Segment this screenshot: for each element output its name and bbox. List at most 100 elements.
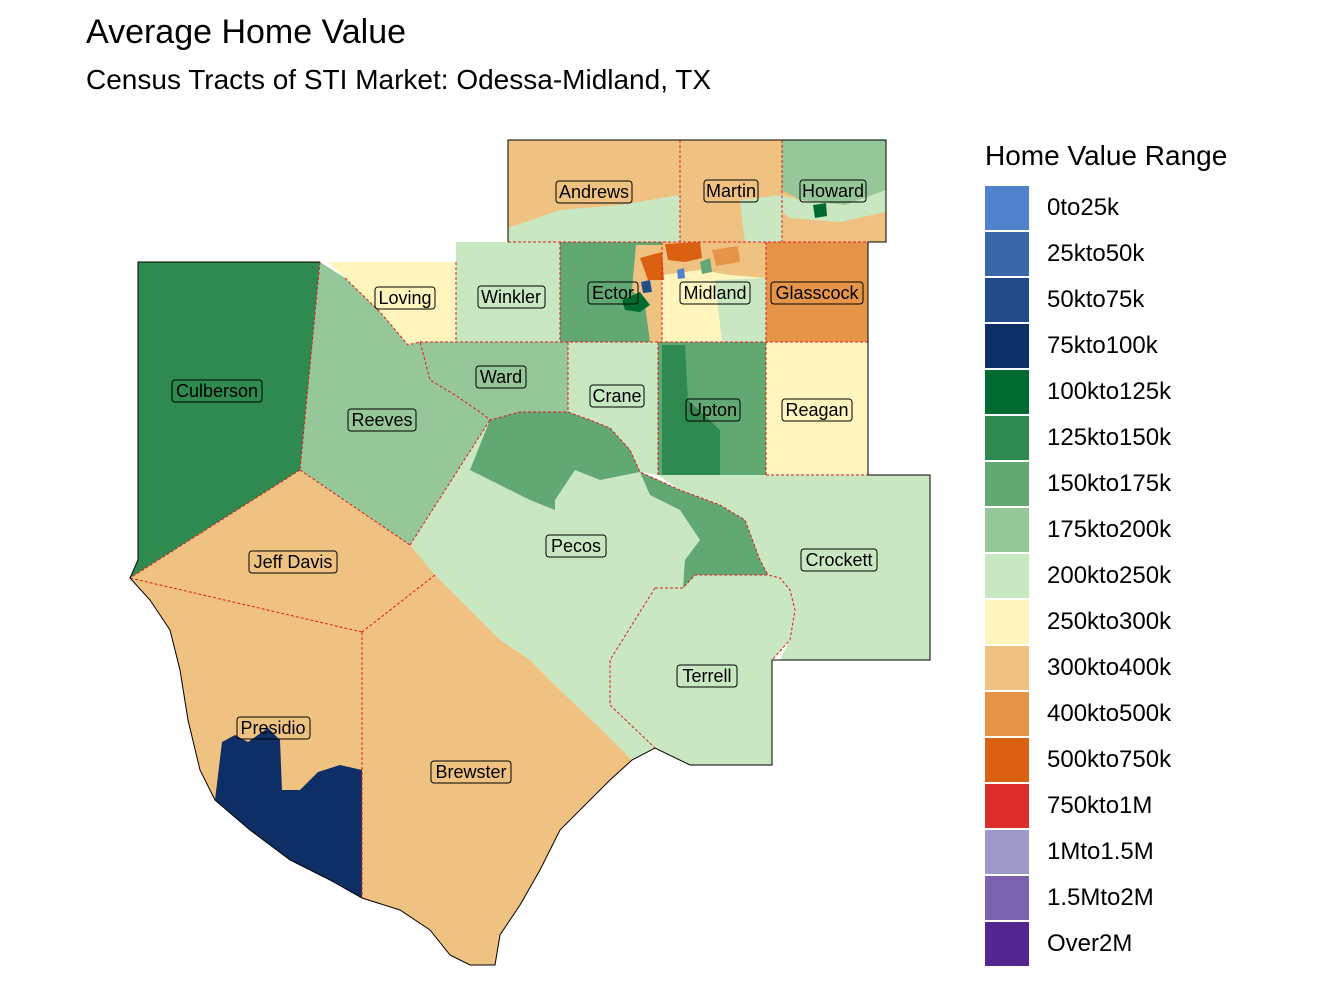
tract-ector-city2 — [641, 280, 652, 293]
tract-pecos-north — [470, 412, 640, 510]
legend-label: 50kto75k — [1047, 286, 1145, 313]
legend-swatch — [985, 278, 1029, 322]
label-winkler: Winkler — [481, 287, 541, 307]
legend-label: 200kto250k — [1047, 562, 1172, 589]
legend-label: 125kto150k — [1047, 424, 1172, 451]
legend-swatch — [985, 370, 1029, 414]
legend-label: 500kto750k — [1047, 746, 1172, 773]
tract-howard-city — [813, 203, 827, 218]
county-glasscock — [766, 242, 868, 342]
label-pecos: Pecos — [551, 536, 601, 556]
label-culberson: Culberson — [176, 381, 258, 401]
legend-item: 75kto100k — [985, 324, 1325, 370]
county-culberson — [130, 262, 320, 578]
legend-item: 300kto400k — [985, 646, 1325, 692]
legend-item: 500kto750k — [985, 738, 1325, 784]
legend-swatch — [985, 508, 1029, 552]
legend-item: 175kto200k — [985, 508, 1325, 554]
legend-item: 750kto1M — [985, 784, 1325, 830]
legend-label: 75kto100k — [1047, 332, 1158, 359]
tract-midland-orange — [665, 242, 702, 262]
tract-midland-west-orange — [640, 252, 664, 280]
label-glasscock: Glasscock — [775, 283, 859, 303]
county-terrell — [610, 575, 795, 765]
legend-swatch — [985, 738, 1029, 782]
legend-items: 0to25k 25kto50k 50kto75k 75kto100k 100kto125… — [985, 186, 1325, 968]
legend-item: 400kto500k — [985, 692, 1325, 738]
tract-pecos-east — [640, 472, 768, 588]
legend-item: 50kto75k — [985, 278, 1325, 324]
legend-item: 125kto150k — [985, 416, 1325, 462]
legend-label: 400kto500k — [1047, 700, 1172, 727]
legend-label: 150kto175k — [1047, 470, 1172, 497]
legend-label: 1.5Mto2M — [1047, 884, 1154, 911]
legend-item: 0to25k — [985, 186, 1325, 232]
legend-item: 25kto50k — [985, 232, 1325, 278]
label-terrell: Terrell — [682, 666, 731, 686]
legend-swatch — [985, 232, 1029, 276]
label-midland: Midland — [683, 283, 746, 303]
legend-label: 250kto300k — [1047, 608, 1172, 635]
county-ward — [420, 342, 568, 420]
legend-item: 100kto125k — [985, 370, 1325, 416]
label-presidio: Presidio — [240, 718, 305, 738]
legend-swatch — [985, 186, 1029, 230]
legend-swatch — [985, 600, 1029, 644]
county-crane — [568, 342, 658, 475]
legend-item: 1.5Mto2M — [985, 876, 1325, 922]
legend-label: 750kto1M — [1047, 792, 1153, 819]
label-reagan: Reagan — [785, 400, 848, 420]
legend-swatch — [985, 324, 1029, 368]
map-subtitle: Census Tracts of STI Market: Odessa-Midl… — [86, 64, 712, 95]
label-loving: Loving — [378, 288, 431, 308]
map-title: Average Home Value — [86, 13, 407, 51]
tract-midland-orange2 — [712, 246, 740, 266]
legend-swatch — [985, 922, 1029, 966]
label-brewster: Brewster — [435, 762, 506, 782]
legend-label: Over2M — [1047, 930, 1133, 957]
legend-swatch — [985, 830, 1029, 874]
tract-presidio-south — [215, 728, 362, 898]
legend-swatch — [985, 784, 1029, 828]
tract-martin-east — [740, 195, 782, 242]
label-crane: Crane — [592, 386, 641, 406]
label-martin: Martin — [706, 181, 756, 201]
legend-item: 1Mto1.5M — [985, 830, 1325, 876]
tract-upton-west — [662, 345, 720, 475]
label-reeves: Reeves — [351, 410, 412, 430]
county-reeves — [300, 262, 490, 545]
legend-label: 100kto125k — [1047, 378, 1172, 405]
label-howard: Howard — [802, 181, 864, 201]
label-ector: Ector — [592, 283, 634, 303]
label-andrews: Andrews — [559, 182, 629, 202]
legend-item: Over2M — [985, 922, 1325, 968]
legend-item: 250kto300k — [985, 600, 1325, 646]
tract-howard-mid — [782, 190, 886, 222]
legend-swatch — [985, 416, 1029, 460]
legend-swatch — [985, 554, 1029, 598]
legend-item: 150kto175k — [985, 462, 1325, 508]
choropleth-map: Andrews Martin Howard Loving Winkler Ect… — [129, 139, 931, 966]
tract-midland-blue — [677, 268, 685, 279]
county-crockett — [658, 475, 930, 660]
county-winkler — [456, 242, 560, 342]
label-jeff-davis: Jeff Davis — [254, 552, 333, 572]
label-upton: Upton — [689, 400, 737, 420]
legend-label: 0to25k — [1047, 194, 1120, 221]
county-brewster — [362, 575, 632, 965]
tract-midland-teal — [700, 258, 712, 274]
legend-swatch — [985, 692, 1029, 736]
legend-item: 200kto250k — [985, 554, 1325, 600]
legend: Home Value Range 0to25k 25kto50k 50kto75k 7… — [985, 136, 1325, 968]
legend-title: Home Value Range — [985, 140, 1228, 171]
legend-swatch — [985, 462, 1029, 506]
legend-swatch — [985, 646, 1029, 690]
county-loving — [328, 262, 456, 345]
county-reagan — [766, 342, 868, 475]
legend-label: 300kto400k — [1047, 654, 1172, 681]
tract-andrews-south — [508, 195, 680, 242]
tract-midland-green — [715, 278, 766, 342]
label-ward: Ward — [480, 367, 522, 387]
tract-howard-north — [782, 140, 886, 205]
legend-swatch — [985, 876, 1029, 920]
